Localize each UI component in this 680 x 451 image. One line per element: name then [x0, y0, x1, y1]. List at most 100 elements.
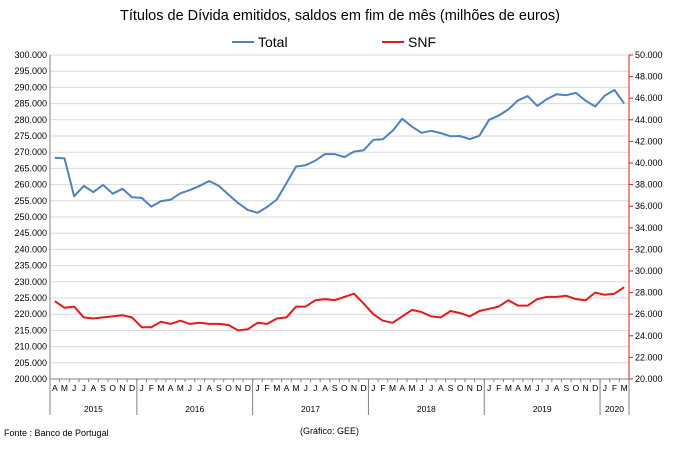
- x-tick-label: J: [535, 383, 539, 393]
- x-tick-label: N: [583, 383, 589, 393]
- y-right-tick-label: 24.000: [635, 331, 663, 341]
- x-tick-label: N: [119, 383, 125, 393]
- x-tick-label: J: [429, 383, 433, 393]
- x-tick-label: O: [573, 383, 580, 393]
- x-tick-label: F: [380, 383, 385, 393]
- y-right-tick-label: 48.000: [635, 72, 663, 82]
- y-left-tick-label: 230.000: [14, 277, 47, 287]
- y-left-tick-label: 255.000: [14, 196, 47, 206]
- year-label: 2017: [301, 404, 320, 414]
- x-tick-label: F: [496, 383, 501, 393]
- y-left-tick-label: 300.000: [14, 50, 47, 60]
- x-tick-label: A: [168, 383, 174, 393]
- x-tick-label: M: [621, 383, 628, 393]
- chart-legend: Total SNF: [0, 34, 680, 54]
- y-left-tick-label: 285.000: [14, 99, 47, 109]
- y-left-tick-label: 295.000: [14, 66, 47, 76]
- x-tick-label: A: [91, 383, 97, 393]
- x-tick-label: O: [109, 383, 116, 393]
- y-right-tick-label: 40.000: [635, 158, 663, 168]
- y-left-tick-label: 245.000: [14, 228, 47, 238]
- source-note: Fonte : Banco de Portugal: [4, 428, 109, 438]
- x-tick-label: A: [554, 383, 560, 393]
- series-line-snf: [54, 286, 625, 332]
- y-right-tick-label: 26.000: [635, 309, 663, 319]
- x-tick-label: A: [52, 383, 58, 393]
- y-left-tick-label: 210.000: [14, 342, 47, 352]
- year-label: 2020: [605, 404, 624, 414]
- x-tick-label: J: [304, 383, 308, 393]
- x-tick-label: F: [149, 383, 154, 393]
- legend-label-snf: SNF: [408, 34, 436, 50]
- year-label: 2016: [185, 404, 204, 414]
- y-left-tick-label: 235.000: [14, 261, 47, 271]
- x-tick-label: N: [467, 383, 473, 393]
- x-tick-label: D: [592, 383, 598, 393]
- x-tick-label: J: [313, 383, 317, 393]
- x-tick-label: J: [545, 383, 549, 393]
- x-tick-label: J: [197, 383, 201, 393]
- x-tick-label: M: [177, 383, 184, 393]
- x-tick-label: M: [157, 383, 164, 393]
- year-label: 2015: [84, 404, 103, 414]
- x-tick-label: J: [255, 383, 259, 393]
- x-tick-label: F: [612, 383, 617, 393]
- chart-credit: (Gráfico: GEE): [300, 426, 360, 436]
- legend-item-total: Total: [232, 34, 288, 50]
- x-tick-label: O: [457, 383, 464, 393]
- x-tick-label: D: [129, 383, 135, 393]
- x-tick-label: A: [438, 383, 444, 393]
- x-tick-label: A: [322, 383, 328, 393]
- y-right-tick-label: 50.000: [635, 50, 663, 60]
- series-line-total: [54, 89, 626, 214]
- x-tick-label: J: [371, 383, 375, 393]
- year-label: 2019: [533, 404, 552, 414]
- x-tick-label: N: [235, 383, 241, 393]
- x-tick-label: M: [524, 383, 531, 393]
- y-left-tick-label: 265.000: [14, 163, 47, 173]
- legend-label-total: Total: [258, 34, 288, 50]
- x-tick-label: M: [505, 383, 512, 393]
- y-right-tick-label: 32.000: [635, 244, 663, 254]
- x-tick-label: M: [61, 383, 68, 393]
- x-tick-label: J: [140, 383, 144, 393]
- x-tick-label: S: [100, 383, 106, 393]
- x-tick-label: J: [188, 383, 192, 393]
- x-tick-label: D: [245, 383, 251, 393]
- y-left-tick-label: 220.000: [14, 309, 47, 319]
- x-tick-label: M: [293, 383, 300, 393]
- legend-swatch-total: [232, 41, 254, 43]
- y-left-tick-label: 225.000: [14, 293, 47, 303]
- x-tick-label: S: [448, 383, 454, 393]
- x-tick-label: M: [408, 383, 415, 393]
- x-tick-label: S: [563, 383, 569, 393]
- x-tick-label: N: [351, 383, 357, 393]
- x-tick-label: A: [284, 383, 290, 393]
- y-left-tick-label: 200.000: [14, 374, 47, 384]
- y-right-tick-label: 22.000: [635, 352, 663, 362]
- y-right-tick-label: 42.000: [635, 136, 663, 146]
- year-label: 2018: [417, 404, 436, 414]
- x-tick-label: A: [206, 383, 212, 393]
- x-tick-label: M: [273, 383, 280, 393]
- y-right-tick-label: 28.000: [635, 288, 663, 298]
- x-tick-label: S: [216, 383, 222, 393]
- y-right-tick-label: 46.000: [635, 93, 663, 103]
- y-right-tick-label: 30.000: [635, 266, 663, 276]
- x-tick-label: J: [82, 383, 86, 393]
- x-tick-label: J: [603, 383, 607, 393]
- legend-item-snf: SNF: [382, 34, 436, 50]
- x-tick-label: O: [225, 383, 232, 393]
- x-tick-label: F: [265, 383, 270, 393]
- y-left-tick-label: 275.000: [14, 131, 47, 141]
- x-tick-label: D: [476, 383, 482, 393]
- x-tick-label: D: [361, 383, 367, 393]
- y-right-tick-label: 44.000: [635, 115, 663, 125]
- x-tick-label: J: [419, 383, 423, 393]
- x-tick-label: A: [399, 383, 405, 393]
- y-right-tick-label: 20.000: [635, 374, 663, 384]
- y-left-tick-label: 215.000: [14, 325, 47, 335]
- y-right-tick-label: 34.000: [635, 223, 663, 233]
- y-left-tick-label: 250.000: [14, 212, 47, 222]
